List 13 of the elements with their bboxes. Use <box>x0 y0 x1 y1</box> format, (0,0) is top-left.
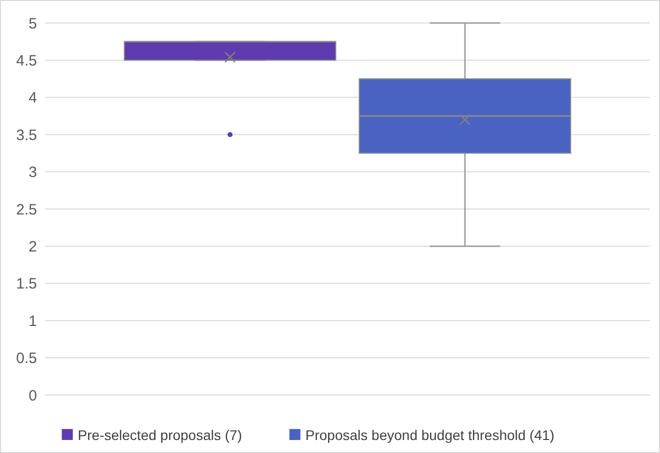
y-tick-label: 2 <box>28 238 37 256</box>
y-tick-label: 0.5 <box>16 350 37 368</box>
legend-label: Pre-selected proposals (7) <box>78 426 242 443</box>
y-tick-label: 3.5 <box>16 126 37 144</box>
y-tick-label: 0 <box>28 387 37 404</box>
y-tick-label: 1 <box>28 312 37 330</box>
y-tick-label: 4.5 <box>16 52 37 70</box>
legend-label: Proposals beyond budget threshold (41) <box>305 426 554 443</box>
y-tick-label: 1.5 <box>16 276 37 293</box>
y-tick-label: 2.5 <box>16 201 37 218</box>
y-tick-label: 3 <box>28 164 37 182</box>
y-tick-label: 5 <box>28 15 37 32</box>
y-tick-label: 4 <box>28 90 37 107</box>
